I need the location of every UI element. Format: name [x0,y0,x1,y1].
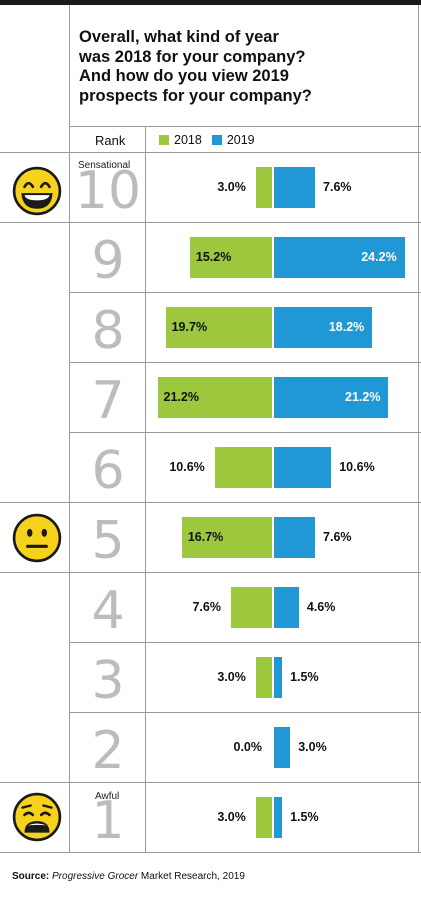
legend-swatch-2018 [159,135,169,145]
rank-number-5: 5 [91,511,125,571]
rank-left-divider [69,5,70,852]
rank-right-divider [145,126,146,852]
bar-2019-rank-2 [274,727,291,768]
label-2018-rank-7: 21.2% [163,389,199,404]
bar-2018-rank-1 [255,797,272,838]
label-2018-rank-10: 3.0% [217,179,246,194]
label-2018-rank-8: 19.7% [171,319,208,334]
chart-title: Overall, what kind of year was 2018 for … [79,28,312,105]
anguished-face-icon [12,792,62,847]
header-top-rule [70,126,421,127]
bar-2019-rank-3 [274,657,283,698]
row-rule-5 [0,502,421,503]
bar-2019-rank-8 [274,307,373,348]
legend: 2018 2019 [159,133,265,147]
legend-label-2018: 2018 [174,133,202,147]
legend-label-2019: 2019 [226,133,255,147]
row-rule-7 [70,642,421,643]
row-rule-1 [0,222,421,223]
rank-column-header: Rank [95,133,126,148]
row-rule-6 [0,572,421,573]
bar-2018-rank-10 [255,167,272,208]
scale-label-top: Sensational [78,160,131,171]
label-2019-rank-6: 10.6% [339,459,375,474]
label-2019-rank-5: 7.6% [323,529,352,544]
label-2018-rank-3: 3.0% [217,669,246,684]
label-2018-rank-9: 15.2% [195,249,232,264]
bar-2018-rank-5 [181,517,272,558]
label-2018-rank-5: 16.7% [187,529,224,544]
bar-2019-rank-4 [274,587,299,628]
source-prefix: Source: [12,871,50,882]
right-border [418,5,419,852]
label-2019-rank-7: 21.2% [345,389,381,404]
footer-rule [0,852,421,853]
label-2018-rank-1: 3.0% [217,809,246,824]
rank-number-2: 2 [91,721,125,781]
top-rule [0,0,421,5]
rank-number-1: 1 [91,791,125,851]
row-rule-8 [70,712,421,713]
label-2019-rank-8: 18.2% [328,319,365,334]
row-rule-3 [70,362,421,363]
rank-number-7: 7 [91,371,125,431]
bar-2018-rank-7 [157,377,272,418]
bar-2019-rank-1 [274,797,283,838]
rank-number-10: 10 [74,161,142,221]
row-rule-2 [70,292,421,293]
bar-2018-rank-8 [165,307,272,348]
rank-number-6: 6 [91,441,125,501]
neutral-face-icon [12,513,62,568]
bar-2019-rank-5 [274,517,316,558]
source-publication: Progressive Grocer [52,871,139,882]
scale-label-bottom: Awful [95,791,120,802]
label-2019-rank-2: 3.0% [298,739,327,754]
rank-number-8: 8 [91,301,125,361]
rank-number-4: 4 [91,581,125,641]
row-rule-9 [0,782,421,783]
rank-number-3: 3 [91,651,125,711]
label-2018-rank-6: 10.6% [169,459,205,474]
rank-number-9: 9 [91,231,125,291]
label-2019-rank-3: 1.5% [290,669,319,684]
label-2019-rank-4: 4.6% [306,599,336,614]
source-suffix: Market Research, 2019 [138,871,245,882]
row-rule-4 [70,432,421,433]
emoji-top-rule [0,152,70,153]
bar-2018-rank-6 [214,447,272,488]
source-note: Source: Progressive Grocer Market Resear… [12,871,245,882]
bar-2018-rank-9 [189,237,272,278]
label-2019-rank-10: 7.6% [323,179,352,194]
bar-2019-rank-10 [274,167,316,208]
bar-2019-rank-6 [274,447,332,488]
bar-2019-rank-7 [274,377,389,418]
bar-2019-rank-9 [274,237,405,278]
grinning-face-icon [12,166,62,221]
label-2019-rank-1: 1.5% [290,809,319,824]
label-2019-rank-9: 24.2% [361,249,397,264]
legend-swatch-2019 [211,135,222,145]
bar-2018-rank-3 [255,657,272,698]
label-2018-rank-2: 0.0% [233,739,263,754]
bar-2018-rank-4 [230,587,272,628]
row-rule-0 [70,152,421,153]
label-2018-rank-4: 7.6% [192,599,221,614]
